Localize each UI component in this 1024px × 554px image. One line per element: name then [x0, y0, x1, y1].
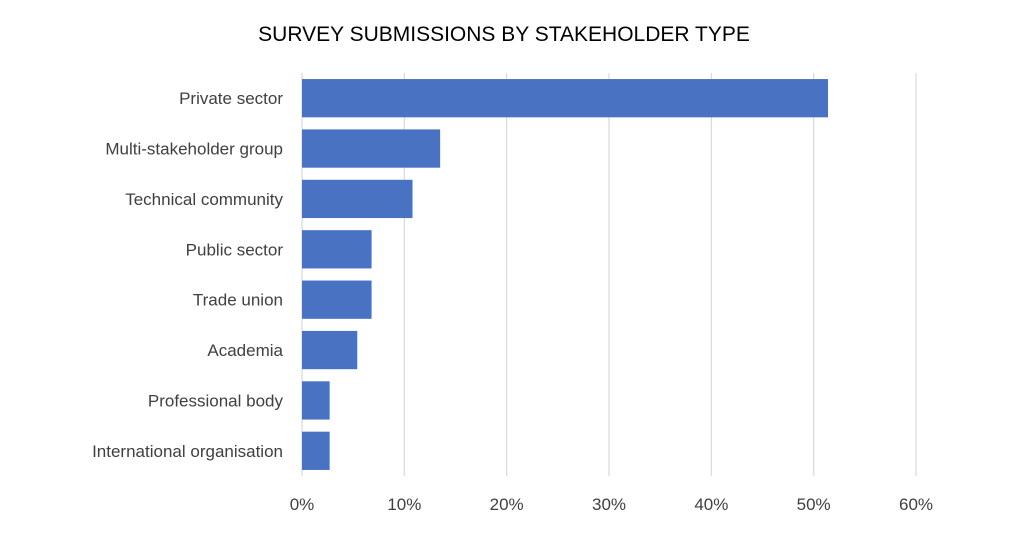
category-label: International organisation — [92, 442, 283, 461]
bar — [302, 330, 358, 370]
category-label: Technical community — [125, 190, 283, 209]
x-tick-label: 0% — [290, 495, 315, 514]
bar — [302, 381, 330, 420]
bar — [302, 179, 413, 219]
bar — [302, 230, 372, 269]
bar — [302, 79, 828, 118]
category-label: Multi-stakeholder group — [105, 140, 283, 159]
bar — [302, 129, 441, 168]
x-tick-label: 40% — [694, 495, 728, 514]
bar — [302, 431, 330, 470]
bar — [302, 280, 372, 319]
x-tick-label: 10% — [387, 495, 421, 514]
x-tick-label: 30% — [592, 495, 626, 514]
bars — [302, 79, 828, 470]
category-label: Private sector — [179, 89, 283, 108]
category-label: Trade union — [193, 291, 283, 310]
chart-title: SURVEY SUBMISSIONS BY STAKEHOLDER TYPE — [258, 23, 750, 46]
x-tick-label: 50% — [797, 495, 831, 514]
x-tick-label: 20% — [490, 495, 524, 514]
category-label: Professional body — [148, 391, 284, 410]
x-axis-tick-labels: 0% 10% 20% 30% 40% 50% 60% — [290, 495, 933, 514]
x-tick-label: 60% — [899, 495, 933, 514]
category-label: Academia — [207, 341, 283, 360]
category-label: Public sector — [186, 240, 284, 259]
category-labels: Private sector Multi-stakeholder group Tec… — [92, 89, 283, 461]
